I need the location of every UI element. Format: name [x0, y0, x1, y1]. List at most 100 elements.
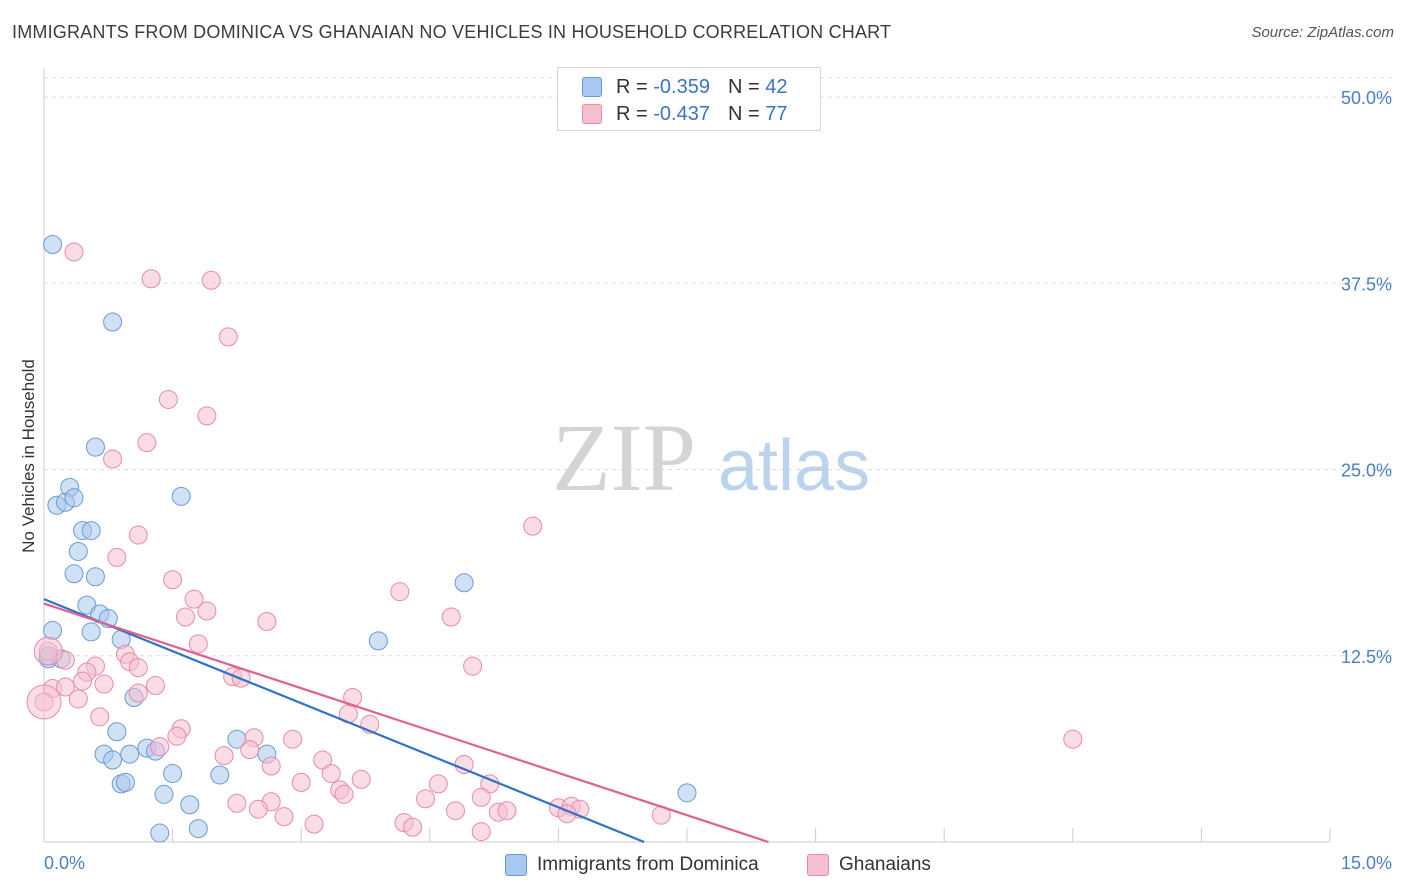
ghanaians-point [334, 784, 354, 804]
dominica-point [188, 819, 208, 839]
dominica-point [64, 564, 84, 584]
ghanaians-point [304, 814, 324, 834]
ghanaians-point [227, 793, 247, 813]
ghanaians-point [291, 772, 311, 792]
ghanaians-point [73, 671, 93, 691]
legend-r-label: R = [616, 75, 648, 98]
ghanaians-point [150, 737, 170, 757]
ghanaians-point [523, 516, 543, 536]
ghanaians-point [137, 433, 157, 453]
dominica-point [43, 620, 63, 640]
ghanaians-point [248, 799, 268, 819]
y-tick-label: 37.5% [1341, 274, 1392, 294]
ghanaians-point [26, 684, 62, 720]
ghanaians-point [441, 607, 461, 627]
bottom-legend-swatch-dominica [505, 854, 527, 876]
watermark-zip: ZIP [552, 404, 696, 511]
ghanaians-point [55, 677, 75, 697]
dominica-point [85, 567, 105, 587]
ghanaians-point [128, 658, 148, 678]
ghanaians-point [145, 676, 165, 696]
ghanaians-point [471, 822, 491, 842]
ghanaians-point [175, 607, 195, 627]
ghanaians-point [158, 389, 178, 409]
dominica-point [103, 750, 123, 770]
legend-n-value: 42 [765, 75, 788, 98]
dominica-point [210, 765, 230, 785]
ghanaians-point [103, 449, 123, 469]
dominica-point [68, 541, 88, 561]
legend-r-label: R = [616, 102, 648, 125]
dominica-point [103, 312, 123, 332]
dominica-point [43, 235, 63, 255]
dominica-point [85, 437, 105, 457]
ghanaians-point [283, 729, 303, 749]
source-label: Source: ZipAtlas.com [1251, 24, 1394, 41]
ghanaians-point [197, 406, 217, 426]
y-axis-label: No Vehicles in Household [19, 359, 38, 553]
watermark: ZIP atlas [552, 404, 870, 511]
dominica-point [81, 622, 101, 642]
legend: R = -0.359 N = 42 R = -0.437 N = 77 [557, 67, 821, 131]
trend-line-dominica [43, 598, 645, 844]
bottom-legend-label-ghanaians: Ghanaians [839, 854, 931, 875]
dominica-point [154, 784, 174, 804]
y-tick-label: 50.0% [1341, 88, 1392, 108]
ghanaians-point [218, 327, 238, 347]
bottom-legend-ghanaians: Ghanaians [807, 852, 931, 878]
legend-n-value: 77 [765, 102, 788, 125]
ghanaians-point [416, 789, 436, 809]
ghanaians-point [201, 270, 221, 290]
ghanaians-point [321, 763, 341, 783]
ghanaians-point [403, 817, 423, 837]
ghanaians-point [184, 589, 204, 609]
dominica-point [368, 631, 388, 651]
trend-lines [43, 598, 769, 844]
dominica-point [150, 823, 170, 843]
ghanaians-point [214, 746, 234, 766]
legend-n-label: N = [727, 75, 760, 98]
ghanaians-point [163, 570, 183, 590]
dominica-point [81, 521, 101, 541]
watermark-atlas: atlas [718, 426, 870, 506]
ghanaians-point [471, 787, 491, 807]
legend-r-value: -0.359 [653, 75, 710, 98]
ghanaians-point [188, 634, 208, 654]
ghanaians-point [167, 726, 187, 746]
ghanaians-point [428, 774, 448, 794]
dominica-point [163, 763, 183, 783]
trend-line-ghanaians [43, 602, 769, 844]
legend-row-dominica: R = -0.359 N = 42 [582, 74, 787, 100]
dominica-point [677, 783, 697, 803]
chart-title: IMMIGRANTS FROM DOMINICA VS GHANAIAN NO … [12, 22, 892, 42]
legend-swatch-dominica [582, 77, 602, 97]
legend-row-ghanaians: R = -0.437 N = 77 [582, 101, 787, 127]
ghanaians-point [141, 269, 161, 289]
legend-r-value: -0.437 [653, 102, 710, 125]
ghanaians-point [1063, 729, 1083, 749]
dominica-point [64, 488, 84, 508]
ghanaians-point [274, 807, 294, 827]
ghanaians-point [197, 601, 217, 621]
bottom-legend-swatch-ghanaians [807, 854, 829, 876]
x-tick-label: 0.0% [44, 853, 85, 873]
legend-n-label: N = [727, 102, 760, 125]
dominica-point [107, 722, 127, 742]
dominica-point [120, 744, 140, 764]
dominica-point [180, 795, 200, 815]
ghanaians-point [90, 707, 110, 727]
ghanaians-point [257, 611, 277, 631]
grid [44, 77, 1392, 657]
bottom-legend-label-dominica: Immigrants from Dominica [537, 854, 759, 875]
ghanaians-point [313, 750, 333, 770]
ghanaians-point [94, 674, 114, 694]
dominica-point [454, 573, 474, 593]
tick-labels: 12.5% 25.0% 37.5% 50.0% 0.0% 15.0% [44, 88, 1392, 873]
ghanaians-point [390, 582, 410, 602]
bottom-legend-dominica: Immigrants from Dominica [505, 852, 759, 878]
dominica-point [171, 486, 191, 506]
legend-swatch-ghanaians [582, 104, 602, 124]
dominica-point [115, 772, 135, 792]
y-tick-label: 12.5% [1341, 647, 1392, 667]
